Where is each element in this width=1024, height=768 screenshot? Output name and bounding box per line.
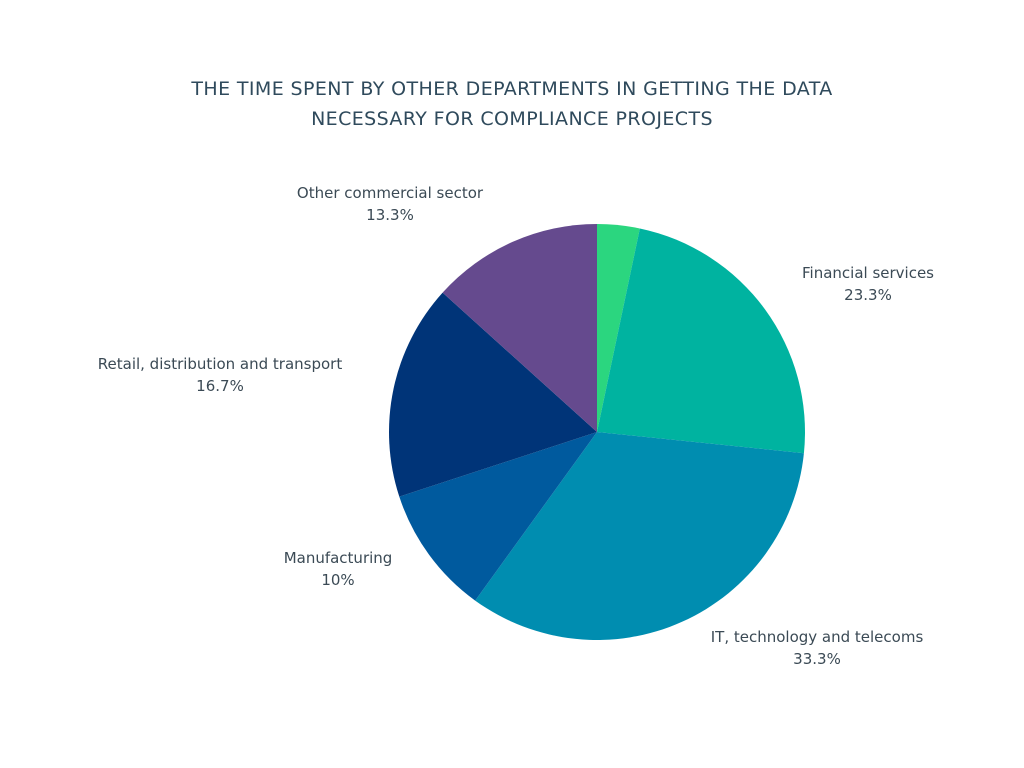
slice-label-percent-4: 16.7% — [196, 377, 244, 395]
slice-label-percent-1: 23.3% — [844, 286, 892, 304]
chart-title-line-2: NECESSARY FOR COMPLIANCE PROJECTS — [311, 108, 713, 130]
pie-slice-3 — [399, 432, 597, 601]
slice-label-name-2: IT, technology and telecoms — [711, 628, 924, 646]
slice-label-name-3: Manufacturing — [284, 549, 393, 567]
slice-label-name-5: Other commercial sector — [297, 184, 484, 202]
pie-slice-5 — [442, 224, 597, 432]
slice-label-name-1: Financial services — [802, 264, 934, 282]
pie-slice-1 — [597, 228, 805, 454]
slice-label-name-4: Retail, distribution and transport — [98, 355, 343, 373]
pie-slice-0 — [597, 224, 640, 432]
slice-label-percent-5: 13.3% — [366, 206, 414, 224]
pie-slice-4 — [388, 292, 597, 497]
pie-slice-2 — [475, 432, 804, 640]
chart-title: THE TIME SPENT BY OTHER DEPARTMENTS IN G… — [0, 74, 1024, 134]
slice-label-percent-2: 33.3% — [793, 650, 841, 668]
slice-label-percent-3: 10% — [321, 571, 354, 589]
chart-title-line-1: THE TIME SPENT BY OTHER DEPARTMENTS IN G… — [191, 78, 833, 100]
